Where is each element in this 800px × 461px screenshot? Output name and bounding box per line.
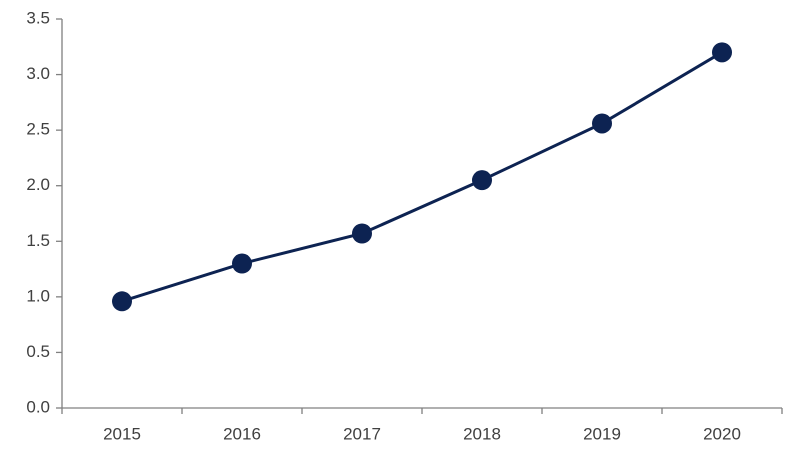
y-tick-label: 1.5 — [26, 231, 50, 250]
marker — [472, 170, 492, 191]
x-tick-label: 2017 — [343, 424, 381, 443]
y-tick-label: 2.0 — [26, 175, 50, 194]
x-tick-label: 2015 — [103, 424, 141, 443]
marker — [352, 223, 372, 244]
marker — [592, 113, 612, 134]
line — [121, 51, 723, 303]
marker — [232, 253, 252, 274]
y-tick-label: 1.0 — [26, 286, 50, 305]
y-tick-label: 0.5 — [26, 342, 50, 361]
x-tick-label: 2016 — [223, 424, 261, 443]
x-tick-label: 2020 — [703, 424, 741, 443]
marker — [112, 291, 132, 312]
y-tick-label: 3.5 — [26, 8, 50, 27]
y-tick-label: 3.0 — [26, 64, 50, 83]
y-tick-label: 2.5 — [26, 120, 50, 139]
x-tick-label: 2019 — [583, 424, 621, 443]
marker — [712, 42, 732, 63]
y-tick-label: 0.0 — [26, 397, 50, 416]
x-tick-label: 2018 — [463, 424, 501, 443]
